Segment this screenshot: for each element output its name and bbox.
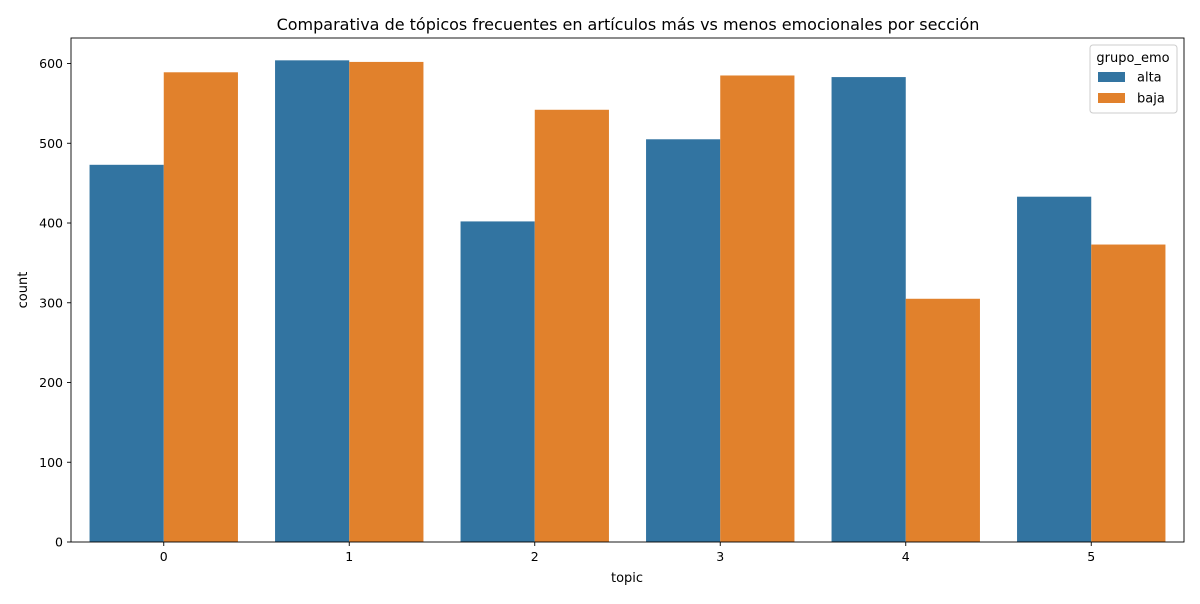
bar-baja-topic-2 bbox=[534, 109, 609, 543]
x-axis-label: topic bbox=[611, 571, 643, 586]
bar-baja-topic-4 bbox=[905, 298, 980, 542]
legend-title: grupo_emo bbox=[1096, 51, 1169, 66]
chart-title: Comparativa de tópicos frecuentes en art… bbox=[277, 15, 980, 34]
bar-alta-topic-1 bbox=[275, 60, 350, 542]
bar-baja-topic-5 bbox=[1091, 244, 1166, 543]
bar-alta-topic-2 bbox=[460, 221, 535, 543]
x-tick-label: 2 bbox=[531, 549, 539, 564]
legend-label-baja: baja bbox=[1137, 92, 1165, 107]
bar-alta-topic-5 bbox=[1017, 196, 1092, 542]
legend-label-alta: alta bbox=[1137, 71, 1162, 86]
y-tick-label: 300 bbox=[39, 295, 63, 310]
x-tick-label: 4 bbox=[902, 549, 910, 564]
x-tick-label: 1 bbox=[345, 549, 353, 564]
y-tick-label: 100 bbox=[39, 455, 63, 470]
y-tick-label: 0 bbox=[55, 535, 63, 550]
legend-swatch-alta bbox=[1098, 72, 1125, 82]
x-axis: 0 1 2 3 4 5 bbox=[160, 542, 1095, 564]
y-tick-label: 600 bbox=[39, 56, 63, 71]
bar-baja-topic-1 bbox=[349, 61, 424, 543]
bar-alta-topic-3 bbox=[646, 139, 721, 542]
x-tick-label: 0 bbox=[160, 549, 168, 564]
x-tick-label: 3 bbox=[716, 549, 724, 564]
bar-baja-topic-3 bbox=[720, 75, 795, 542]
y-axis: 0 100 200 300 400 500 600 bbox=[39, 56, 71, 550]
bar-alta-topic-4 bbox=[831, 77, 906, 542]
y-axis-label: count bbox=[16, 272, 31, 309]
y-tick-label: 200 bbox=[39, 375, 63, 390]
legend-swatch-baja bbox=[1098, 93, 1125, 103]
legend-items: alta baja bbox=[1098, 71, 1165, 107]
plot-frame bbox=[70, 37, 1185, 543]
legend: grupo_emo alta baja bbox=[1089, 44, 1178, 114]
y-tick-label: 500 bbox=[39, 136, 63, 151]
y-tick-label: 400 bbox=[39, 216, 63, 231]
bars-layer bbox=[89, 60, 1166, 543]
bar-baja-topic-0 bbox=[163, 72, 238, 542]
x-tick-label: 5 bbox=[1087, 549, 1095, 564]
bar-alta-topic-0 bbox=[89, 164, 164, 543]
